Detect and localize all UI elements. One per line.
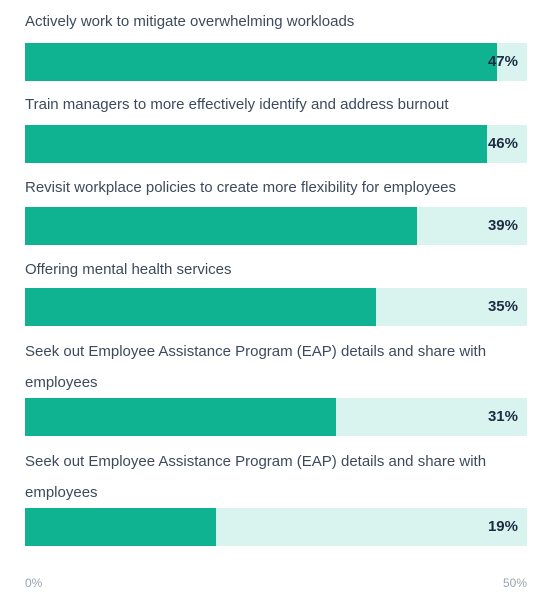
category-label: Train managers to more effectively ident… [25, 96, 449, 113]
bar-row: Actively work to mitigate overwhelming w… [25, 6, 527, 81]
value-label: 47% [487, 53, 518, 70]
category-label: Revisit workplace policies to create mor… [25, 179, 457, 196]
value-label: 35% [487, 298, 518, 315]
x-tick-label: 50% [502, 576, 527, 590]
category-label: Offering mental health services [25, 261, 232, 278]
bar [25, 508, 216, 546]
value-label: 31% [487, 408, 518, 425]
bar-row: Revisit workplace policies to create mor… [25, 172, 527, 245]
bar-track: 19% [25, 508, 527, 546]
bar-track: 46% [25, 125, 527, 163]
bar [25, 207, 417, 245]
bar-track: 31% [25, 398, 527, 436]
bar [25, 288, 377, 326]
bar-track: 47% [25, 43, 527, 81]
bar-row: Train managers to more effectively ident… [25, 89, 527, 163]
bar [25, 398, 337, 436]
bar [25, 43, 497, 81]
category-label: Seek out Employee Assistance Program (EA… [25, 343, 491, 391]
value-label: 19% [487, 518, 518, 535]
bar-track: 35% [25, 288, 527, 326]
bar-track: 39% [25, 207, 527, 245]
bar-row: Offering mental health services 35% [25, 254, 527, 326]
category-label: Actively work to mitigate overwhelming w… [25, 13, 355, 30]
value-label: 46% [487, 135, 518, 152]
bar-row: Seek out Employee Assistance Program (EA… [25, 336, 527, 436]
x-tick-label: 0% [25, 576, 43, 590]
bar [25, 125, 487, 163]
bar-row: Seek out Employee Assistance Program (EA… [25, 446, 527, 546]
value-label: 39% [487, 217, 518, 234]
category-label: Seek out Employee Assistance Program (EA… [25, 453, 491, 501]
